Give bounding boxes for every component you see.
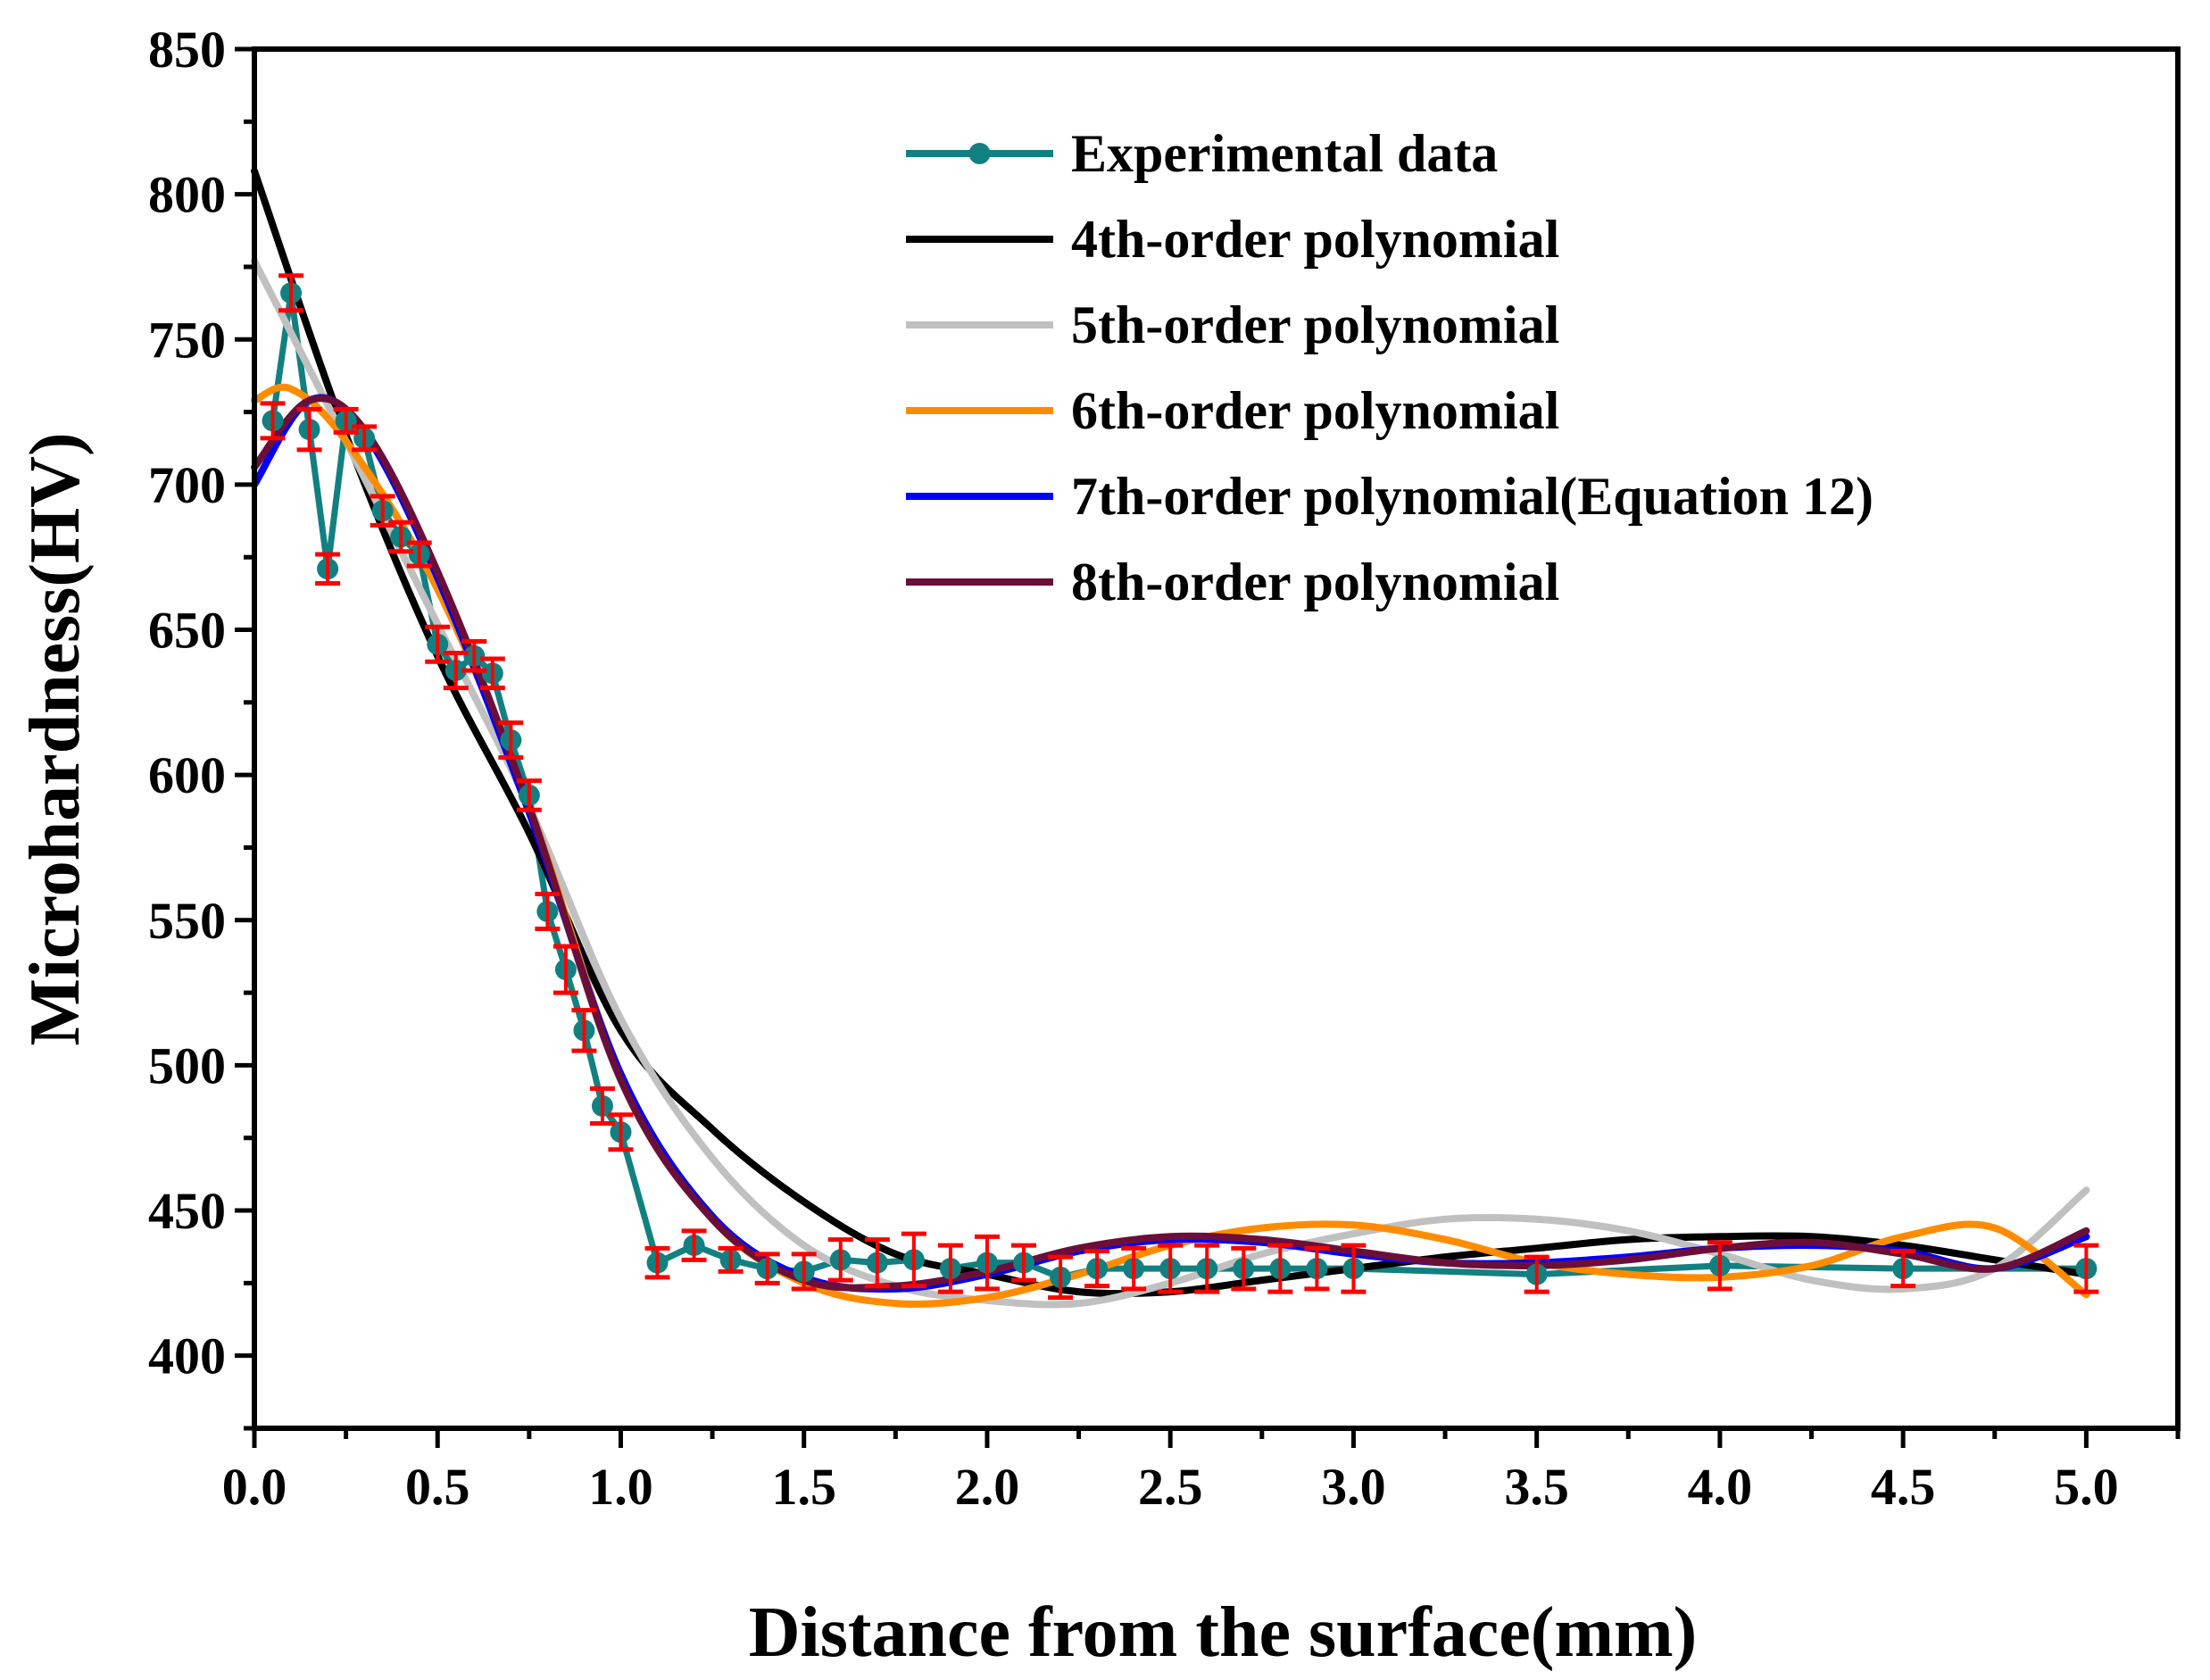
- legend-label: 8th-order polynomial: [1071, 553, 1559, 611]
- legend-label: 6th-order polynomial: [1071, 381, 1559, 440]
- legend-label: 4th-order polynomial: [1071, 210, 1559, 269]
- y-tick-label: 450: [148, 1182, 226, 1240]
- x-tick-label: 3.0: [1321, 1458, 1386, 1516]
- x-tick-label: 2.5: [1138, 1458, 1203, 1516]
- x-axis-title: Distance from the surface(mm): [749, 1593, 1698, 1672]
- legend-marker: [968, 143, 991, 164]
- legend: Experimental data 4th-order polynomial 5th…: [906, 124, 1874, 611]
- y-tick-label: 650: [148, 602, 226, 660]
- x-tick-label: 0.0: [222, 1458, 287, 1516]
- y-tick-label: 700: [148, 456, 226, 514]
- y-tick-label: 500: [148, 1036, 226, 1094]
- x-tick-label: 4.5: [1871, 1458, 1936, 1516]
- x-tick-label: 0.5: [405, 1458, 470, 1516]
- error-bars: [260, 273, 2099, 1301]
- x-tick-label: 5.0: [2054, 1458, 2119, 1516]
- experimental-data-line: [270, 289, 2087, 1281]
- x-tick-label: 1.0: [588, 1458, 653, 1516]
- y-tick-label: 750: [148, 311, 226, 369]
- legend-label: 5th-order polynomial: [1071, 295, 1559, 354]
- x-tick-label: 2.0: [955, 1458, 1020, 1516]
- x-tick-label: 4.0: [1688, 1458, 1753, 1516]
- x-tick-label: 3.5: [1504, 1458, 1569, 1516]
- y-tick-label: 600: [148, 746, 226, 804]
- polynomial-curve-7: [251, 394, 2090, 1293]
- y-tick-label: 400: [148, 1327, 226, 1385]
- legend-label: 7th-order polynomial(Equation 12): [1071, 467, 1874, 526]
- axes: 0.0 0.5 1.0 1.5 2.0 2.5 3.0 3.5 4.0 4.5 5.0 400 450 5…: [148, 21, 2181, 1516]
- x-tick-label: 1.5: [771, 1458, 836, 1516]
- y-tick-label: 850: [148, 21, 226, 79]
- polynomial-curve-8: [251, 395, 2090, 1292]
- polynomial-curve-5: [251, 257, 2090, 1309]
- y-tick-label: 800: [148, 166, 226, 224]
- legend-label: Experimental data: [1071, 124, 1498, 183]
- y-axis-title: Microhardness(HV): [16, 432, 95, 1045]
- polynomial-curve-4: [251, 167, 2090, 1298]
- y-tick-label: 550: [148, 892, 226, 950]
- plot-frame: [252, 46, 2181, 1431]
